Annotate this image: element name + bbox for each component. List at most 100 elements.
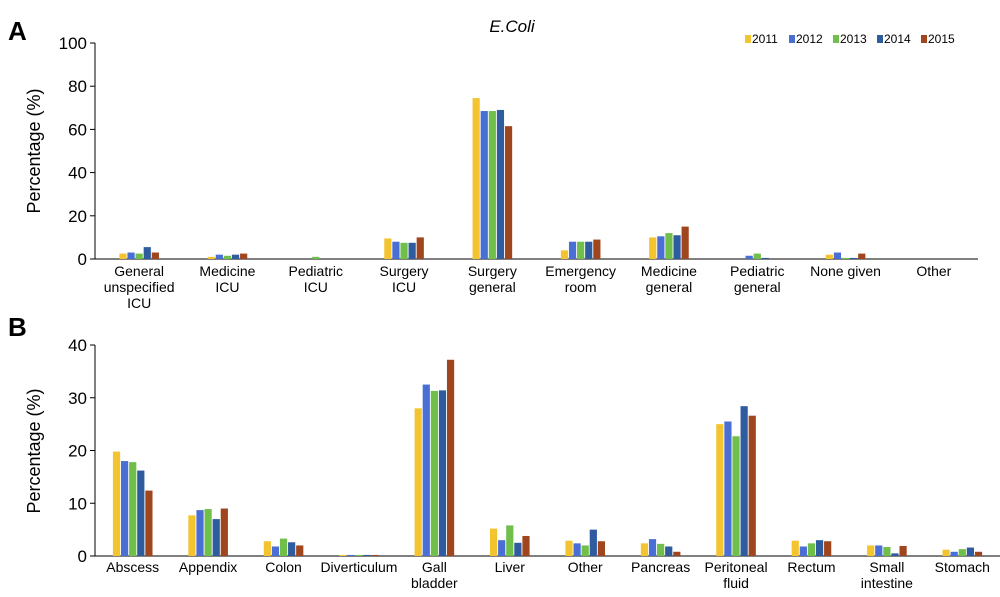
category-label-a-4: Surgery general [468,263,517,295]
category-label-line-a-1-1: ICU [215,279,239,295]
bar-b-10-2014 [891,553,899,556]
legend-label-2012: 2012 [796,32,823,46]
bar-a-3-2015 [416,237,424,259]
bar-a-4-2015 [504,126,513,259]
y-tick-label-b-3: 30 [68,389,87,408]
bar-a-7-2012 [745,255,753,259]
bar-b-8-2014 [740,406,748,556]
bar-a-8-2011 [825,254,833,259]
legend-swatch-2015 [921,35,927,43]
bar-a-6-2015 [681,226,689,259]
bar-b-4-2011 [414,408,422,556]
bar-a-3-2014 [408,242,416,259]
bar-b-6-2013 [581,545,589,556]
category-label-line-b-6-0: Other [568,559,603,575]
bar-a-0-2015 [151,252,159,259]
category-label-line-a-4-0: Surgery [468,263,517,279]
bar-a-4-2011 [472,98,480,259]
category-label-line-b-11-0: Stomach [935,559,990,575]
bar-b-5-2011 [489,528,498,556]
bar-b-10-2013 [883,547,891,556]
category-label-line-a-3-1: ICU [392,279,416,295]
bar-a-1-2015 [240,253,248,259]
category-label-line-a-5-0: Emergency [545,263,616,279]
bar-b-0-2015 [145,490,153,556]
category-label-line-a-0-2: ICU [127,295,151,311]
bar-b-11-2015 [974,551,983,556]
category-label-a-1: Medicine ICU [199,263,255,295]
category-label-line-b-9-0: Rectum [787,559,835,575]
category-label-a-5: Emergency room [545,263,616,295]
bar-a-7-2013 [753,253,761,259]
bar-b-6-2014 [589,529,597,557]
bar-b-9-2012 [799,546,807,556]
bar-a-2-2013 [312,256,320,259]
bar-a-8-2014 [850,257,858,259]
category-label-line-a-4-1: general [469,279,516,295]
y-ticks-a: 0 20 40 60 80 100 [59,34,95,269]
panel-letter-a: A [8,16,27,46]
bar-b-2-2015 [296,545,304,556]
bar-a-3-2011 [384,238,392,259]
bar-b-3-2013 [355,554,363,556]
bar-a-3-2012 [392,241,400,259]
category-label-line-a-2-0: Pediatric [289,263,343,279]
category-label-line-a-3-0: Surgery [380,263,429,279]
bar-b-3-2012 [347,554,355,556]
bar-b-9-2013 [807,543,816,556]
panel-a: A E.Coli Percentage (%) 0 20 40 60 80 100 Gen… [8,16,978,311]
legend-swatch-2012 [789,35,795,43]
bar-b-11-2014 [966,547,974,556]
legend-swatch-2014 [877,35,883,43]
category-label-b-1: Appendix [179,559,237,575]
category-label-b-8: Peritoneal fluid [705,559,768,591]
bar-a-1-2011 [207,256,215,259]
category-label-line-a-6-1: general [646,279,693,295]
bar-b-3-2011 [339,554,347,556]
bar-b-4-2012 [422,384,430,556]
bar-b-11-2013 [958,549,966,556]
bar-b-9-2015 [824,541,832,556]
bar-a-6-2013 [665,233,673,259]
bar-a-4-2012 [480,111,488,259]
y-tick-label-a-4: 80 [68,77,87,96]
bar-a-4-2014 [496,109,505,260]
category-label-b-11: Stomach [935,559,990,575]
bar-b-7-2012 [648,539,657,556]
bar-b-1-2011 [188,515,196,556]
bar-a-0-2012 [127,252,135,259]
bar-a-8-2015 [858,253,866,259]
panel-letter-b: B [8,312,27,342]
bar-a-4-2013 [488,111,496,259]
bar-a-1-2014 [231,254,240,259]
y-axis-label-b: Percentage (%) [24,388,44,513]
bar-b-4-2013 [430,390,438,556]
y-tick-label-a-2: 40 [68,164,87,183]
bar-a-5-2011 [560,250,569,259]
category-label-line-a-0-0: General [114,263,164,279]
bar-b-1-2013 [204,509,212,556]
bar-b-6-2015 [597,541,606,556]
bar-a-5-2013 [577,241,585,259]
y-tick-label-b-2: 20 [68,442,87,461]
axes-b [94,345,1000,557]
chart-title-a: E.Coli [489,17,536,36]
category-label-a-3: Surgery ICU [380,263,429,295]
bar-b-2-2011 [263,541,271,556]
category-label-line-a-6-0: Medicine [641,263,697,279]
bar-b-7-2011 [640,543,649,556]
category-label-line-a-5-1: room [565,279,597,295]
category-label-line-a-7-0: Pediatric [730,263,784,279]
legend-label-2015: 2015 [928,32,955,46]
y-tick-label-b-4: 40 [68,336,87,355]
bars-b [112,359,983,557]
bar-b-5-2012 [498,540,506,556]
category-label-a-7: Pediatric general [730,263,784,295]
y-tick-label-b-0: 0 [78,547,87,566]
category-label-line-b-8-0: Peritoneal [705,559,768,575]
legend-swatch-2013 [833,35,839,43]
bar-b-4-2014 [438,390,447,556]
category-label-b-2: Colon [265,559,302,575]
category-label-line-a-2-1: ICU [304,279,328,295]
